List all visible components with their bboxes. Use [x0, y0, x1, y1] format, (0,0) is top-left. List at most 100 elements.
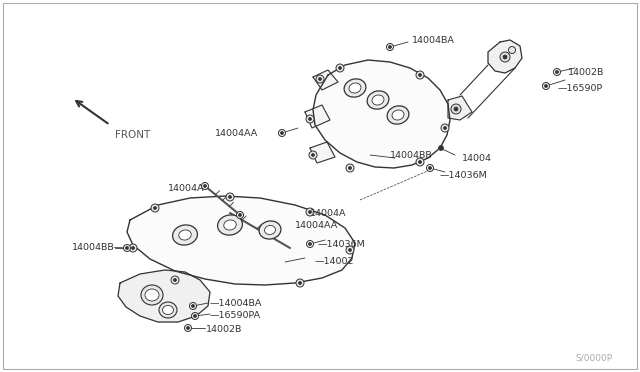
Ellipse shape: [344, 79, 366, 97]
Ellipse shape: [159, 302, 177, 318]
Ellipse shape: [191, 312, 198, 320]
Text: 14004AA: 14004AA: [295, 221, 339, 230]
Ellipse shape: [306, 208, 314, 216]
Polygon shape: [305, 105, 330, 128]
Text: 14004AA: 14004AA: [215, 128, 259, 138]
Polygon shape: [127, 196, 355, 285]
Ellipse shape: [278, 129, 285, 137]
Ellipse shape: [451, 104, 461, 114]
Ellipse shape: [339, 67, 342, 70]
Ellipse shape: [419, 160, 422, 164]
Ellipse shape: [226, 193, 234, 201]
Ellipse shape: [173, 225, 197, 245]
Text: 14004A: 14004A: [168, 183, 205, 192]
Polygon shape: [313, 70, 338, 90]
Ellipse shape: [319, 77, 321, 80]
Ellipse shape: [259, 221, 281, 239]
Text: FRONT: FRONT: [115, 130, 150, 140]
Ellipse shape: [316, 75, 324, 83]
Ellipse shape: [224, 220, 236, 230]
Ellipse shape: [151, 204, 159, 212]
Ellipse shape: [125, 247, 129, 250]
Ellipse shape: [296, 279, 304, 287]
Text: 14002B: 14002B: [568, 67, 604, 77]
Ellipse shape: [306, 115, 314, 123]
Text: 14004A: 14004A: [310, 208, 346, 218]
Text: —14004BA: —14004BA: [210, 298, 262, 308]
Ellipse shape: [171, 276, 179, 284]
Text: 14004BB: 14004BB: [390, 151, 433, 160]
Ellipse shape: [141, 285, 163, 305]
Ellipse shape: [444, 126, 447, 129]
Text: 14004BA: 14004BA: [412, 35, 455, 45]
Ellipse shape: [416, 71, 424, 79]
Ellipse shape: [545, 84, 547, 87]
Polygon shape: [118, 270, 210, 322]
Ellipse shape: [500, 52, 510, 62]
Ellipse shape: [298, 282, 301, 285]
Ellipse shape: [204, 185, 207, 187]
Text: 14002B: 14002B: [206, 326, 243, 334]
Ellipse shape: [392, 110, 404, 120]
Ellipse shape: [543, 83, 550, 90]
Ellipse shape: [228, 196, 232, 199]
Ellipse shape: [556, 71, 559, 74]
Ellipse shape: [336, 64, 344, 72]
Ellipse shape: [346, 164, 354, 172]
Ellipse shape: [237, 212, 243, 218]
Ellipse shape: [154, 206, 157, 209]
Ellipse shape: [367, 91, 389, 109]
Text: —16590P: —16590P: [558, 83, 604, 93]
Ellipse shape: [280, 131, 284, 135]
Text: 14004BB—: 14004BB—: [72, 243, 124, 251]
Ellipse shape: [193, 314, 196, 317]
Ellipse shape: [307, 241, 314, 247]
Ellipse shape: [163, 305, 173, 314]
Ellipse shape: [184, 324, 191, 331]
Polygon shape: [488, 40, 522, 73]
Ellipse shape: [173, 279, 177, 282]
Ellipse shape: [179, 230, 191, 240]
Ellipse shape: [372, 95, 384, 105]
Ellipse shape: [308, 211, 312, 214]
Ellipse shape: [554, 68, 561, 76]
Ellipse shape: [438, 145, 444, 151]
Ellipse shape: [441, 124, 449, 132]
Text: S/0000P: S/0000P: [575, 353, 612, 362]
Ellipse shape: [429, 167, 431, 170]
Ellipse shape: [416, 158, 424, 166]
Ellipse shape: [264, 225, 275, 234]
Ellipse shape: [145, 289, 159, 301]
Ellipse shape: [218, 215, 243, 235]
Ellipse shape: [131, 247, 134, 250]
Ellipse shape: [308, 243, 312, 246]
Ellipse shape: [349, 167, 351, 170]
Ellipse shape: [346, 246, 354, 254]
Ellipse shape: [191, 305, 195, 308]
Ellipse shape: [454, 107, 458, 111]
Ellipse shape: [509, 46, 515, 54]
Ellipse shape: [308, 118, 312, 121]
Polygon shape: [448, 96, 472, 120]
Text: —14036M: —14036M: [440, 170, 488, 180]
Text: —14036M: —14036M: [318, 240, 365, 248]
Ellipse shape: [419, 74, 422, 77]
Text: —14002: —14002: [315, 257, 355, 266]
Ellipse shape: [124, 244, 131, 251]
Ellipse shape: [202, 183, 209, 189]
Ellipse shape: [503, 55, 507, 59]
Ellipse shape: [129, 244, 137, 252]
Ellipse shape: [387, 44, 394, 51]
Ellipse shape: [186, 327, 189, 330]
Text: —16590PA: —16590PA: [210, 311, 261, 321]
Ellipse shape: [309, 151, 317, 159]
Ellipse shape: [426, 164, 433, 171]
Ellipse shape: [349, 83, 361, 93]
Ellipse shape: [189, 302, 196, 310]
Text: 14004: 14004: [462, 154, 492, 163]
Ellipse shape: [349, 248, 351, 251]
Ellipse shape: [312, 154, 314, 157]
Ellipse shape: [387, 106, 409, 124]
Polygon shape: [310, 142, 335, 163]
Ellipse shape: [239, 214, 241, 217]
